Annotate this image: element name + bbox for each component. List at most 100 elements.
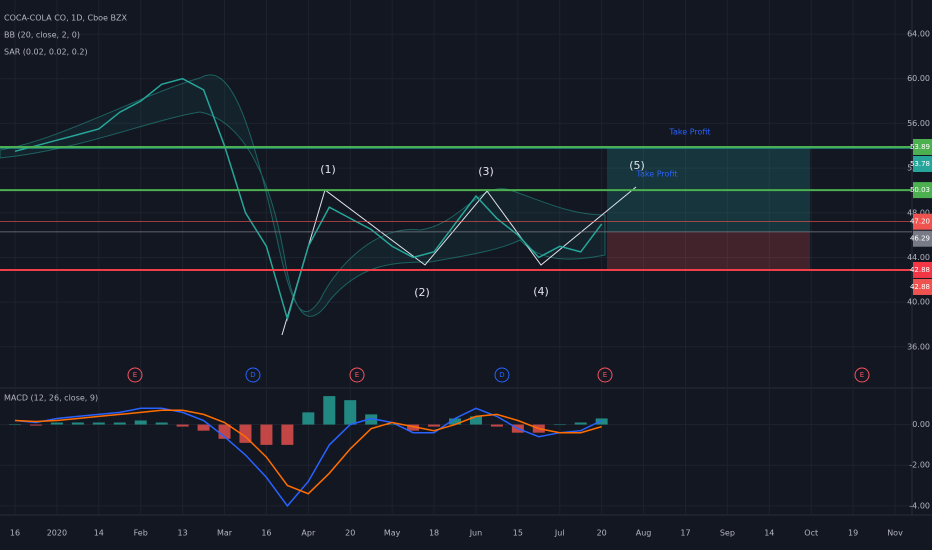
event-marker	[349, 367, 365, 383]
price-tag	[913, 213, 932, 230]
x-tick-label: May	[384, 529, 401, 538]
wave-label: (4)	[533, 285, 549, 298]
event-marker	[494, 367, 510, 383]
histogram-bar	[281, 424, 294, 445]
price-tag-label: 42.88	[910, 266, 930, 274]
histogram-bar	[344, 400, 357, 425]
histogram-bar	[428, 424, 441, 427]
histogram-bar	[574, 422, 587, 425]
price-tag	[913, 182, 932, 199]
x-tick-label: Jul	[554, 529, 565, 538]
price-tag-label: 53.78	[910, 160, 930, 168]
series-line	[14, 409, 602, 495]
stop-loss-zone	[607, 232, 810, 269]
histogram-bar	[239, 424, 252, 443]
y-tick-label: 48.00	[907, 208, 930, 217]
x-tick-label: 15	[513, 529, 523, 538]
event-marker	[245, 367, 261, 383]
x-tick-label: 14	[764, 529, 774, 538]
series-line	[14, 407, 603, 508]
y-tick-label: 40.00	[907, 298, 930, 307]
event-marker	[854, 367, 870, 383]
histogram-bar	[260, 424, 273, 445]
event-label: D	[499, 371, 504, 379]
event-label: E	[133, 371, 137, 379]
x-tick-label: Nov	[887, 529, 903, 538]
y-tick-label: 60.00	[907, 74, 930, 83]
y-tick-label: 44.00	[907, 253, 930, 262]
price-tag	[913, 230, 932, 247]
x-tick-label: Mar	[217, 529, 233, 538]
histogram-bar	[155, 422, 168, 425]
price-tag	[913, 138, 932, 155]
wave-label: (3)	[478, 165, 494, 178]
x-tick-label: Apr	[301, 529, 316, 538]
histogram-bar	[386, 424, 399, 426]
wave-label: (1)	[320, 163, 336, 176]
indicator-sar: SAR (0.02, 0.02, 0.2)	[4, 48, 88, 57]
histogram-bar	[113, 422, 126, 425]
x-tick-label: 20	[345, 529, 355, 538]
histogram-bar	[29, 424, 42, 426]
bollinger-band	[0, 74, 606, 317]
event-marker	[127, 367, 143, 383]
price-tag-label: 47.20	[910, 218, 930, 226]
price-tag	[913, 278, 932, 295]
histogram-bar	[490, 424, 503, 427]
x-tick-label: Jun	[469, 529, 483, 538]
x-tick-label: Feb	[134, 529, 148, 538]
x-tick-label: 17	[680, 529, 690, 538]
x-tick-label: 18	[429, 529, 439, 538]
x-tick-label: Aug	[636, 529, 652, 538]
price-tag	[913, 261, 932, 278]
wave-label: (5)	[629, 159, 645, 172]
y-tick-label: 56.00	[907, 119, 930, 128]
y-tick-label: 36.00	[907, 342, 930, 351]
macd-title: MACD (12, 26, close, 9)	[4, 394, 98, 403]
event-label: E	[603, 371, 607, 379]
histogram-bar	[9, 424, 21, 426]
histogram-bar	[197, 424, 210, 431]
price-tag-label: 53.89	[910, 143, 930, 151]
x-tick-label: 14	[94, 529, 104, 538]
indicator-bb: BB (20, close, 2, 0)	[4, 31, 80, 40]
histogram-bar	[469, 416, 482, 425]
event-label: E	[355, 371, 359, 379]
elliott-wave	[281, 186, 637, 336]
histogram-bar	[134, 420, 147, 425]
price-tag	[913, 155, 932, 172]
wave-label: (2)	[414, 286, 430, 299]
histogram-bar	[71, 422, 84, 425]
x-tick-label: 13	[178, 529, 188, 538]
symbol-title: COCA-COLA CO, 1D, Cboe BZX	[4, 14, 127, 23]
histogram-bar	[302, 412, 315, 425]
x-tick-label: 20	[597, 529, 607, 538]
event-label: D	[250, 371, 255, 379]
series-line	[14, 77, 603, 322]
event-marker	[597, 367, 613, 383]
take-profit-label: Take Profit	[635, 170, 677, 179]
x-tick-label: Sep	[720, 529, 735, 538]
y-tick-label: -2.00	[909, 461, 930, 470]
y-tick-label: 64.00	[907, 30, 930, 39]
histogram-bar	[50, 422, 63, 425]
histogram-bar	[595, 418, 608, 425]
x-tick-label: 16	[10, 529, 20, 538]
histogram-bar	[407, 424, 420, 431]
x-tick-label: 19	[848, 529, 858, 538]
histogram-bar	[176, 424, 189, 427]
price-tag-label: 50.03	[910, 186, 930, 194]
histogram-bar	[92, 422, 105, 425]
histogram-bar	[553, 424, 566, 426]
histogram-bar	[365, 414, 378, 425]
y-tick-label: 0.00	[912, 420, 930, 429]
x-tick-label: 16	[261, 529, 271, 538]
histogram-bar	[323, 396, 336, 425]
x-tick-label: 2020	[47, 529, 67, 538]
price-tag-label: 42.88	[910, 283, 930, 291]
event-label: E	[860, 371, 864, 379]
histogram-bar	[449, 418, 461, 425]
take-profit-label: Take Profit	[668, 128, 710, 137]
